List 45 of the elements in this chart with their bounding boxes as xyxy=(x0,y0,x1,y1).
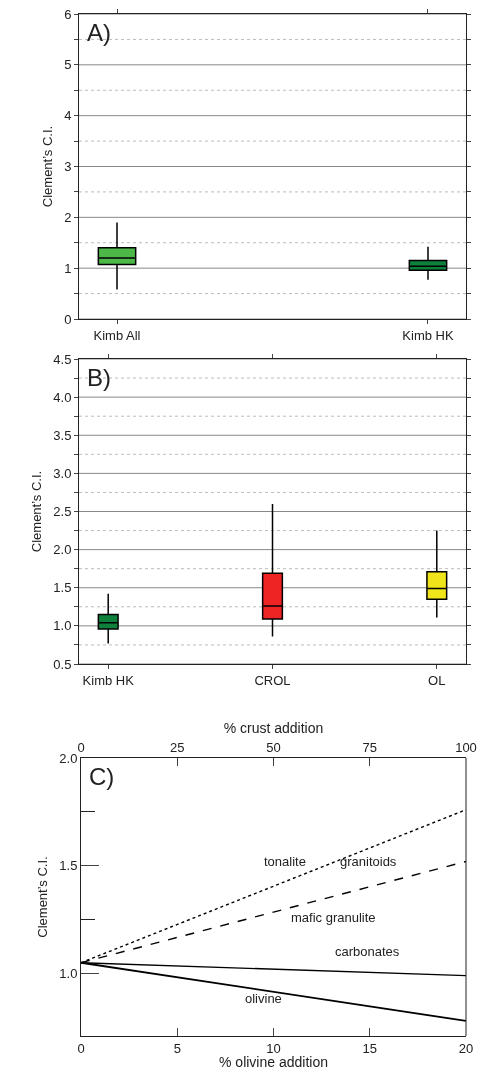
y-tick-label: 0 xyxy=(64,311,72,327)
y-tick-label: 4.5 xyxy=(53,351,72,367)
x2-axis-title: % crust addition xyxy=(223,720,324,737)
y-tick-label: 1 xyxy=(64,260,72,276)
y-tick-label: 6 xyxy=(64,6,72,22)
y-tick-label: 2.5 xyxy=(53,504,72,520)
y-tick-label: 2 xyxy=(64,209,72,225)
x-tick-label: Kimb HK xyxy=(82,672,135,688)
y-tick-label: 4.0 xyxy=(53,389,72,405)
x-tick-label: 20 xyxy=(458,1040,474,1056)
y-tick-label: 1.0 xyxy=(53,618,72,634)
annotation: tonalite xyxy=(264,854,306,869)
annotation: mafic granulite xyxy=(291,910,376,925)
chart-title: C) xyxy=(89,763,115,790)
y-tick-label: 4 xyxy=(64,108,72,124)
y-axis-title: Clement’s C.I. xyxy=(29,470,45,553)
y-axis-title: Clement’s C.I. xyxy=(40,125,56,208)
y-tick-label: 2.0 xyxy=(53,542,72,558)
x2-tick-label: 75 xyxy=(362,739,377,755)
y-tick-label: 5 xyxy=(64,57,72,73)
x-axis-title: % olivine addition xyxy=(219,1054,328,1070)
x-tick-label: 10 xyxy=(266,1040,281,1056)
x-tick-label: CROL xyxy=(254,672,291,688)
y-axis-title: Clement’s C.I. xyxy=(35,856,51,938)
y-tick-label: 1.5 xyxy=(53,580,72,596)
y-tick-label: 3.5 xyxy=(53,427,72,443)
x2-tick-label: 50 xyxy=(266,739,281,755)
x-tick-label: Kimb HK xyxy=(402,327,454,343)
x2-tick-label: 100 xyxy=(455,739,477,755)
y-tick-label: 0.5 xyxy=(53,656,72,672)
y-tick-label: 3 xyxy=(64,159,72,175)
x-tick-label: 5 xyxy=(173,1040,181,1056)
y-tick-label: 3.0 xyxy=(53,465,72,481)
y-tick-label: 1.0 xyxy=(59,966,78,982)
y-tick-label: 1.5 xyxy=(59,858,78,874)
chart-title: A) xyxy=(87,19,111,46)
x-tick-label: 15 xyxy=(362,1040,377,1056)
annotation: olivine xyxy=(245,991,282,1006)
x2-tick-label: 25 xyxy=(170,739,185,755)
x-tick-label: Kimb All xyxy=(93,327,141,343)
chart-title: B) xyxy=(87,364,111,391)
y-tick-label: 2.0 xyxy=(59,750,78,766)
annotation: carbonates xyxy=(335,944,400,959)
x-tick-label: OL xyxy=(428,672,446,688)
annotation: granitoids xyxy=(340,854,397,869)
